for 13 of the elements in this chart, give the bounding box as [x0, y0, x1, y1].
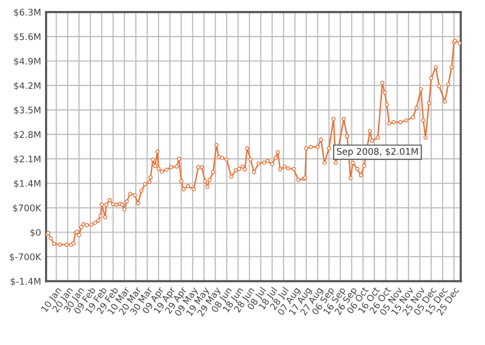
- y-tick-label: $4.2M: [14, 82, 40, 90]
- y-tick-label: $6.3M: [14, 8, 40, 17]
- y-tick-label: $0: [30, 228, 41, 238]
- y-tick-label: $3.5M: [14, 106, 40, 115]
- y-tick-label: $5.6M: [14, 33, 40, 42]
- y-tick-label: $4.9M: [14, 58, 40, 66]
- y-tick-label: $-1.4M: [10, 278, 40, 286]
- y-tick-label: $2.8M: [14, 130, 40, 140]
- annotation: Sep 2008, $2.01M: [336, 148, 418, 157]
- y-tick-label: $-700K: [10, 253, 42, 262]
- y-tick-label: $700K: [13, 204, 42, 213]
- y-tick-label: $2.1M: [14, 155, 40, 164]
- y-tick-label: $1.4M: [14, 180, 40, 188]
